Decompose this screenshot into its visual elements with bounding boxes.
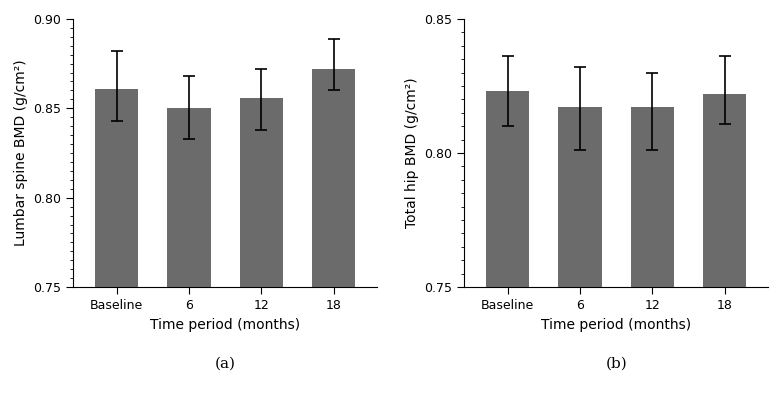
Y-axis label: Lumbar spine BMD (g/cm²): Lumbar spine BMD (g/cm²) — [14, 60, 28, 246]
Y-axis label: Total hip BMD (g/cm²): Total hip BMD (g/cm²) — [405, 78, 419, 228]
Bar — [703, 94, 746, 287]
Bar — [167, 108, 210, 287]
Bar — [95, 88, 138, 287]
Text: (a): (a) — [215, 357, 235, 371]
Bar — [630, 107, 674, 287]
Text: (b): (b) — [605, 357, 627, 371]
Bar — [239, 98, 283, 287]
Bar — [558, 107, 601, 287]
X-axis label: Time period (months): Time period (months) — [541, 318, 691, 332]
Bar — [312, 69, 355, 287]
X-axis label: Time period (months): Time period (months) — [150, 318, 300, 332]
Bar — [486, 91, 529, 287]
